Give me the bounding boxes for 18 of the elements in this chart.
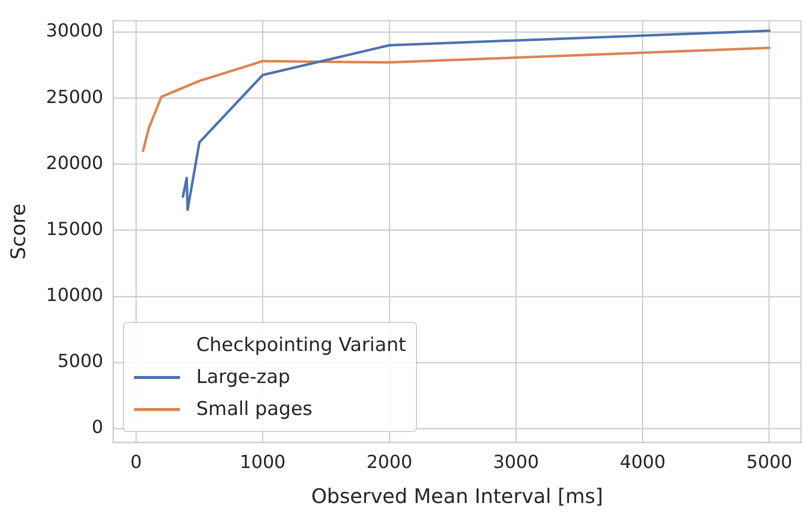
x-tick-label: 2000 bbox=[366, 452, 412, 473]
y-tick-label: 5000 bbox=[57, 351, 104, 372]
y-tick-label: 10000 bbox=[46, 285, 104, 306]
y-tick-label: 20000 bbox=[46, 152, 104, 174]
y-tick-label: 0 bbox=[92, 417, 104, 438]
legend-label: Small pages bbox=[196, 397, 312, 422]
x-axis-title: Observed Mean Interval [ms] bbox=[311, 484, 604, 508]
x-tick-label: 5000 bbox=[746, 452, 792, 473]
x-tick-label: 0 bbox=[130, 452, 142, 473]
y-tick-label: 15000 bbox=[46, 218, 104, 240]
y-axis-title: Score bbox=[6, 204, 30, 260]
x-tick-label: 4000 bbox=[620, 452, 666, 473]
y-tick-label: 25000 bbox=[46, 86, 104, 108]
x-tick-label: 3000 bbox=[493, 452, 539, 473]
y-tick-label: 30000 bbox=[46, 20, 104, 42]
legend-title: Checkpointing Variant bbox=[195, 333, 406, 358]
legend-label: Large-zap bbox=[196, 365, 290, 390]
x-tick-label: 1000 bbox=[240, 452, 286, 473]
